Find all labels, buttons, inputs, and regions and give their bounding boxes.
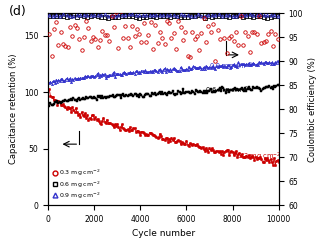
Text: 0.3 mg cm$^{-2}$: 0.3 mg cm$^{-2}$ — [237, 151, 281, 163]
X-axis label: Cycle number: Cycle number — [132, 229, 195, 238]
Text: 0.9 mg cm$^{-2}$: 0.9 mg cm$^{-2}$ — [210, 61, 254, 73]
Y-axis label: Coulombic efficiency (%): Coulombic efficiency (%) — [308, 57, 318, 162]
Legend: 0.3 mg cm$^{-2}$, 0.6 mg cm$^{-2}$, 0.9 mg cm$^{-2}$: 0.3 mg cm$^{-2}$, 0.6 mg cm$^{-2}$, 0.9 … — [51, 167, 102, 202]
Text: (d): (d) — [9, 5, 27, 18]
Text: 0.6 mg cm$^{-2}$: 0.6 mg cm$^{-2}$ — [205, 84, 249, 97]
Y-axis label: Capacitance retention (%): Capacitance retention (%) — [9, 54, 18, 164]
